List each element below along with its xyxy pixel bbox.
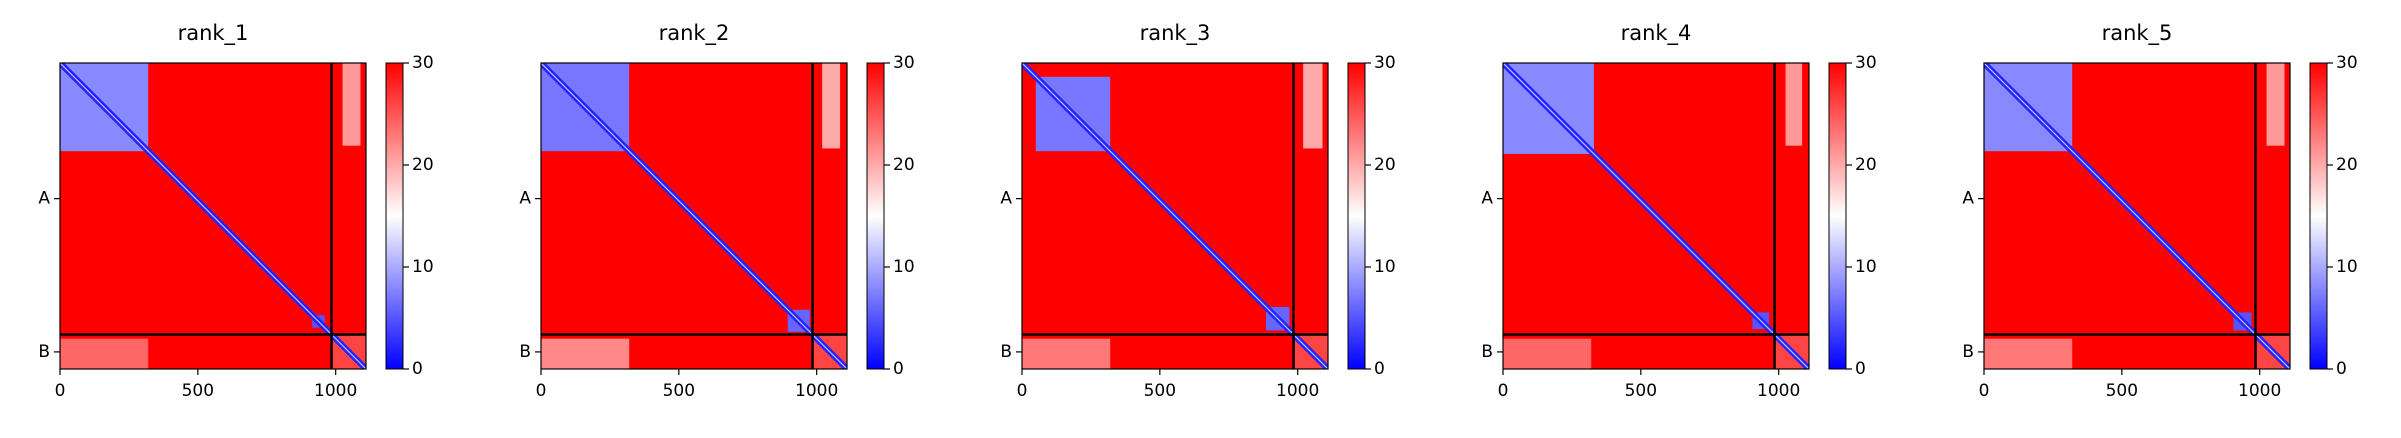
colorbar-tick-label: 30 <box>2336 53 2358 73</box>
colorbar-tick-label: 30 <box>893 53 915 73</box>
frame <box>1502 62 1810 370</box>
chart-title: rank_1 <box>178 21 249 46</box>
heatmap <box>60 63 366 369</box>
colorbar-tick-label: 20 <box>2336 155 2358 175</box>
diagonal-core <box>1503 63 1809 369</box>
heatmap <box>1503 63 1809 369</box>
colorbar-tick-label: 30 <box>1374 53 1396 73</box>
y-tick-label: A <box>38 189 50 209</box>
frame <box>540 62 848 370</box>
colorbar-tick-label: 0 <box>893 359 904 379</box>
x-tick-label: 1000 <box>1757 381 1800 401</box>
x-tick-label: 1000 <box>314 381 357 401</box>
x-tick-label: 0 <box>536 381 547 401</box>
colorbar-tick-label: 10 <box>412 257 434 277</box>
x-tick-label: 500 <box>2106 381 2138 401</box>
y-tick-label: A <box>1481 189 1493 209</box>
heat-cell <box>342 63 361 146</box>
y-tick-label: B <box>1481 342 1493 362</box>
heatmap <box>1984 63 2290 369</box>
chart-title: rank_3 <box>1140 21 1211 46</box>
heat-cell <box>60 338 149 369</box>
x-tick-label: 1000 <box>795 381 838 401</box>
heat-cell <box>1984 338 2073 369</box>
x-tick-label: 500 <box>663 381 695 401</box>
y-tick-label: B <box>1962 342 1974 362</box>
diagonal-core <box>1022 63 1328 369</box>
y-tick-label: A <box>1962 189 1974 209</box>
x-tick-label: 0 <box>1498 381 1509 401</box>
heat-cell <box>2266 63 2285 146</box>
frame <box>1983 62 2291 370</box>
x-tick-label: 0 <box>1017 381 1028 401</box>
colorbar-tick-label: 20 <box>893 155 915 175</box>
colorbar-tick-label: 0 <box>1374 359 1385 379</box>
colorbar-tick-label: 10 <box>893 257 915 277</box>
y-tick-label: B <box>38 342 50 362</box>
diagonal-core <box>541 63 847 369</box>
colorbar <box>866 62 885 370</box>
y-tick-label: B <box>1000 342 1012 362</box>
heat-cell <box>1303 63 1323 149</box>
x-tick-label: 0 <box>55 381 66 401</box>
frame <box>1021 62 1329 370</box>
heat-cell <box>1785 63 1803 146</box>
diagonal-core <box>60 63 366 369</box>
heatmap <box>541 63 847 369</box>
colorbar-tick-label: 10 <box>2336 257 2358 277</box>
colorbar-tick-label: 10 <box>1374 257 1396 277</box>
chart-title: rank_4 <box>1621 21 1692 46</box>
colorbar-tick-label: 30 <box>412 53 434 73</box>
colorbar <box>2309 62 2328 370</box>
diagonal-core <box>1984 63 2290 369</box>
colorbar <box>1828 62 1847 370</box>
colorbar-tick-label: 0 <box>1855 359 1866 379</box>
colorbar-tick-label: 0 <box>2336 359 2347 379</box>
colorbar <box>1347 62 1366 370</box>
x-tick-label: 500 <box>1625 381 1657 401</box>
colorbar-tick-label: 20 <box>1855 155 1877 175</box>
heat-cell <box>541 338 630 369</box>
x-tick-label: 0 <box>1979 381 1990 401</box>
colorbar <box>385 62 404 370</box>
heatmap <box>1022 63 1328 369</box>
y-tick-label: B <box>519 342 531 362</box>
colorbar-tick-label: 30 <box>1855 53 1877 73</box>
chart-title: rank_2 <box>659 21 730 46</box>
colorbar-tick-label: 10 <box>1855 257 1877 277</box>
y-tick-label: A <box>1000 189 1012 209</box>
colorbar-tick-label: 0 <box>412 359 423 379</box>
colorbar-tick-label: 20 <box>412 155 434 175</box>
x-tick-label: 500 <box>1144 381 1176 401</box>
y-tick-label: A <box>519 189 531 209</box>
frame <box>59 62 367 370</box>
x-tick-label: 1000 <box>1276 381 1319 401</box>
heat-cell <box>1503 338 1592 369</box>
x-tick-label: 1000 <box>2238 381 2281 401</box>
x-tick-label: 500 <box>182 381 214 401</box>
heat-cell <box>1022 338 1111 369</box>
colorbar-tick-label: 20 <box>1374 155 1396 175</box>
heat-cell <box>822 63 841 149</box>
chart-title: rank_5 <box>2102 21 2173 46</box>
